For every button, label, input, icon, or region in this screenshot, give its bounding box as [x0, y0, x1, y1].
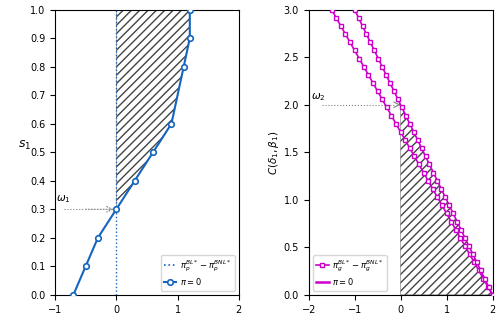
Text: $\omega_1$: $\omega_1$: [56, 193, 71, 204]
Y-axis label: $C(\delta_1,\beta_1)$: $C(\delta_1,\beta_1)$: [266, 130, 280, 175]
Legend: $\pi_g^{BL*}-\pi_g^{BNL*}$, $\pi=0$: $\pi_g^{BL*}-\pi_g^{BNL*}$, $\pi=0$: [313, 255, 387, 291]
Text: $\omega_2$: $\omega_2$: [311, 91, 326, 103]
Legend: $\pi_p^{BL*}-\pi_p^{BNL*}$, $\pi=0$: $\pi_p^{BL*}-\pi_p^{BNL*}$, $\pi=0$: [160, 255, 234, 291]
Y-axis label: $s_1$: $s_1$: [18, 139, 31, 152]
